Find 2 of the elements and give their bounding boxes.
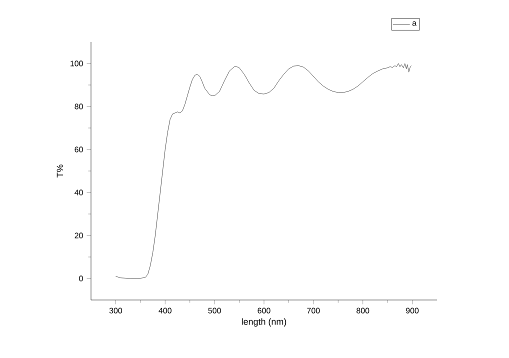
x-axis-title: length (nm) [242,318,286,327]
y-axis-title: T% [56,164,64,178]
